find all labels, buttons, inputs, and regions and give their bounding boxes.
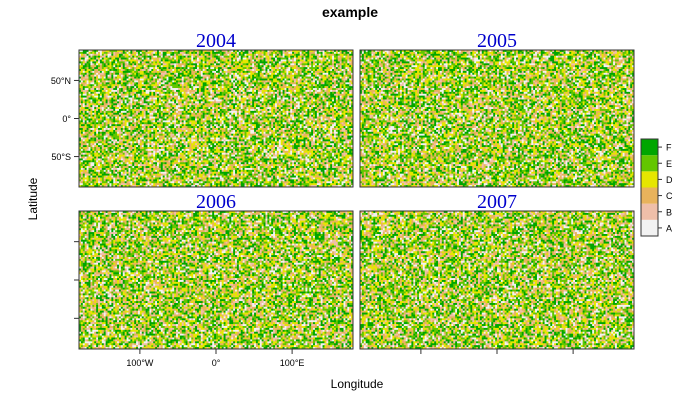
panel-2004-cells bbox=[79, 50, 353, 187]
chart-title: example bbox=[322, 4, 378, 20]
panel-2004-label: 2004 bbox=[196, 30, 236, 52]
panel-2004: 2004 bbox=[79, 30, 353, 187]
